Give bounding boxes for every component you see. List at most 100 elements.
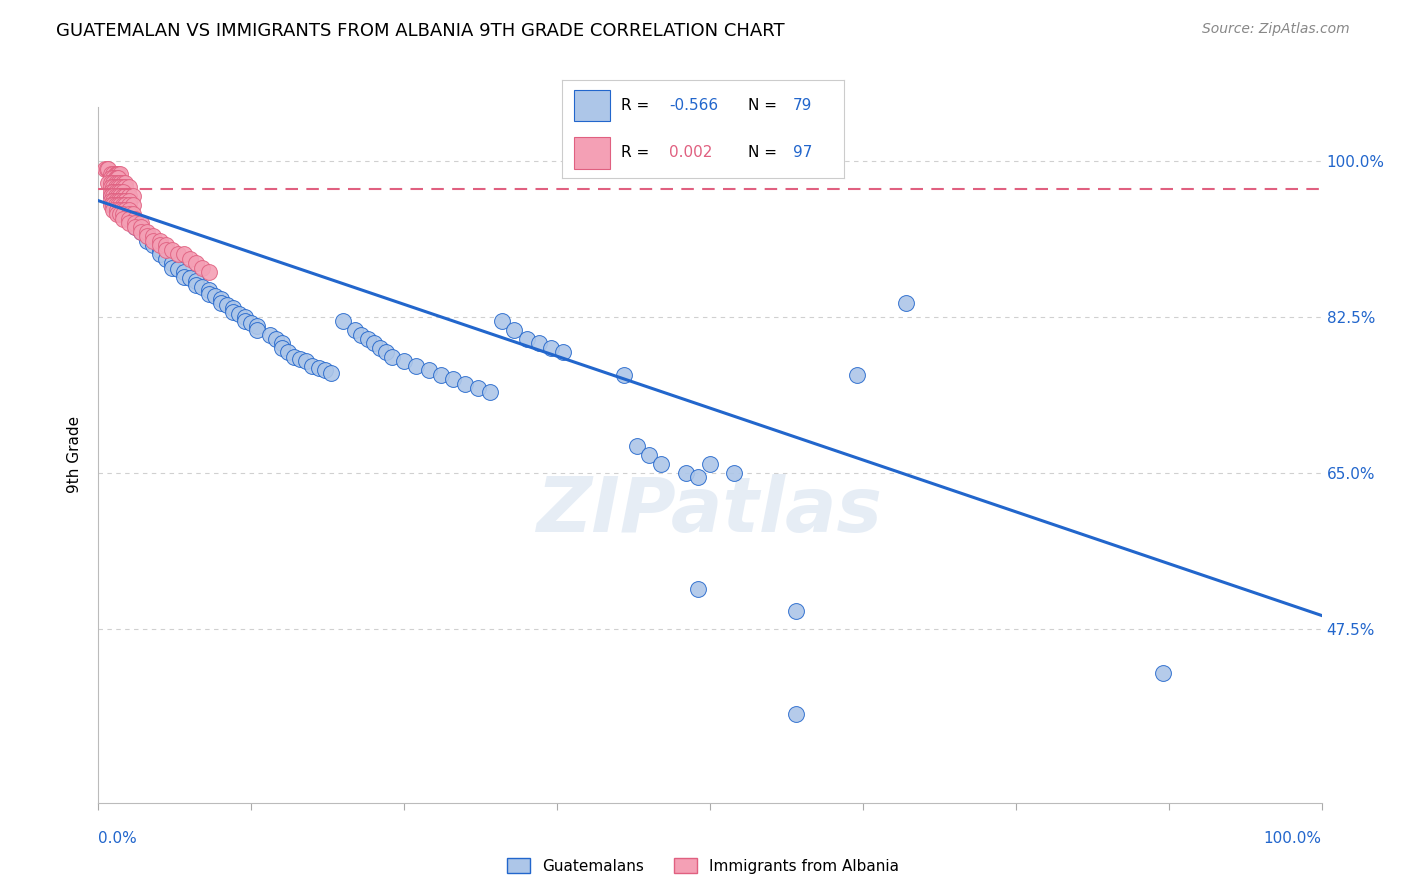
Point [179,252,201,266]
Point [142,238,165,252]
Point [197,283,219,297]
Point [167,247,190,261]
Point [894,296,917,310]
Text: 0.002: 0.002 [669,145,713,161]
Legend: Guatemalans, Immigrants from Albania: Guatemalans, Immigrants from Albania [501,852,905,880]
Point [111,202,134,217]
Point [110,194,132,208]
Point [363,336,385,351]
Point [111,207,134,221]
Point [197,265,219,279]
Point [467,381,489,395]
Point [100,185,122,199]
Point [111,207,134,221]
Point [142,234,165,248]
Point [129,225,152,239]
Point [136,225,159,239]
Point [110,202,132,217]
Point [319,366,342,380]
Point [149,238,172,252]
Point [111,180,134,194]
Point [124,216,146,230]
Text: 0.0%: 0.0% [98,831,138,846]
Point [110,185,132,199]
Text: 79: 79 [793,98,813,113]
Point [845,368,868,382]
Text: 97: 97 [793,145,813,161]
Point [186,274,208,288]
Point [392,354,416,368]
Point [350,327,373,342]
Point [264,332,287,346]
Point [107,194,129,208]
Point [228,307,250,321]
Point [441,372,464,386]
Point [114,180,136,194]
Point [101,202,124,217]
Point [308,360,330,375]
Point [104,167,127,181]
Text: R =: R = [621,98,655,113]
Point [107,167,129,181]
Text: ZIPatlas: ZIPatlas [537,474,883,548]
Point [491,314,513,328]
Point [259,327,281,342]
Point [723,466,745,480]
Bar [574,137,610,169]
Point [233,310,256,324]
Point [104,194,127,208]
Text: N =: N = [748,98,782,113]
Point [540,341,562,355]
Point [381,350,404,364]
Point [503,323,526,337]
Point [191,260,214,275]
Point [405,359,427,373]
Point [686,582,709,596]
Point [155,243,177,257]
Point [101,189,124,203]
Point [136,229,159,244]
Text: GUATEMALAN VS IMMIGRANTS FROM ALBANIA 9TH GRADE CORRELATION CHART: GUATEMALAN VS IMMIGRANTS FROM ALBANIA 9T… [56,22,785,40]
Point [101,176,124,190]
Point [515,332,537,346]
Point [356,332,378,346]
Point [173,265,195,279]
Point [686,470,709,484]
Point [114,194,136,208]
Text: 100.0%: 100.0% [1264,831,1322,846]
Point [105,171,128,186]
Point [222,305,245,319]
Point [233,314,256,328]
Point [100,189,122,203]
Point [638,448,661,462]
Point [111,211,134,226]
Point [118,211,141,226]
Point [110,207,132,221]
Point [283,350,305,364]
Point [246,323,269,337]
Point [136,234,159,248]
Point [107,198,129,212]
Point [107,176,129,190]
Point [111,202,134,217]
Point [197,287,219,301]
Point [104,198,127,212]
Point [114,176,136,190]
Point [107,180,129,194]
Point [209,296,232,310]
Point [204,289,226,303]
Point [626,439,648,453]
Point [118,216,141,230]
Point [785,604,807,618]
Point [107,185,129,199]
Point [478,385,501,400]
Point [101,180,124,194]
Point [100,189,122,203]
Point [114,202,136,217]
Point [118,211,141,226]
Point [100,171,122,186]
Point [613,368,636,382]
Point [149,247,172,261]
Point [186,256,208,270]
Point [374,345,396,359]
